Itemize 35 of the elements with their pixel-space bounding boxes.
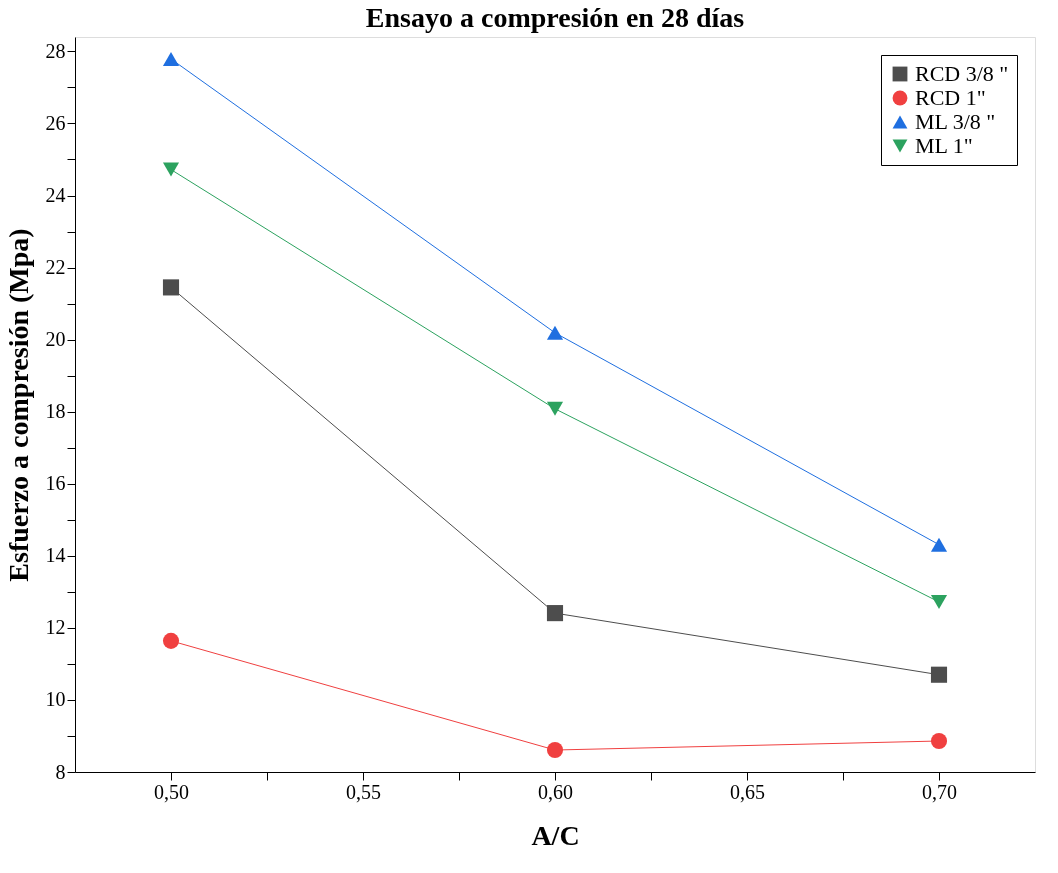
x-tick-label: 0,70 [922,780,957,803]
point [546,741,564,759]
y-tick-label: 10 [45,688,66,711]
point [162,162,180,177]
y-tick-label: 22 [45,256,66,279]
point [162,279,180,296]
x-tick-label: 0,65 [730,780,765,803]
point [930,594,948,609]
x-tick-label: 0,50 [154,780,189,803]
point [546,605,564,622]
y-tick-label: 24 [45,184,66,207]
legend-label: ML 1" [915,133,973,158]
y-tick-label: 20 [45,328,66,351]
legend-label: RCD 1" [915,85,986,110]
y-tick-label: 16 [45,472,66,495]
point [930,666,948,683]
x-axis-title: A/C [531,819,580,851]
legend-label: ML 3/8 " [915,109,996,134]
y-tick-label: 14 [45,544,66,567]
chart-title: Ensayo a compresión en 28 días [365,2,745,33]
point [162,52,180,66]
y-axis-title: Esfuerzo a compresión (Mpa) [2,228,34,582]
legend-label: RCD 3/8 " [915,61,1009,86]
point [546,325,564,340]
y-tick-label: 26 [45,111,66,134]
x-tick-label: 0,60 [538,780,573,803]
point [546,401,564,416]
y-tick-label: 8 [55,760,66,783]
y-tick-label: 28 [45,39,66,62]
y-tick-label: 12 [45,616,66,639]
point [930,537,948,552]
y-tick-label: 18 [45,400,66,423]
x-tick-label: 0,55 [346,780,381,803]
point [162,632,180,649]
point [930,732,948,750]
